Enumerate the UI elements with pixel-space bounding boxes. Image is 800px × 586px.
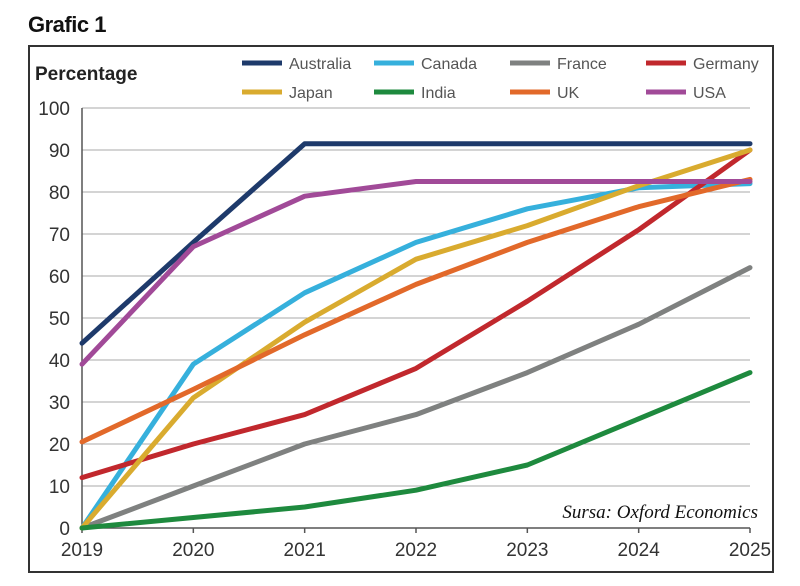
legend-label-canada: Canada	[421, 56, 477, 73]
series-line-japan	[79, 147, 753, 531]
x-tick-label: 2024	[618, 540, 661, 561]
y-axis-ticks: 0 10 20 30 40 50 60 70 80 90 100	[38, 99, 70, 540]
y-tick-label: 40	[49, 351, 70, 372]
y-tick-label: 20	[49, 435, 70, 456]
x-tick-label: 2021	[284, 540, 326, 561]
legend-label-germany: Germany	[693, 56, 759, 73]
figure-label: Grafic 1	[28, 12, 106, 37]
series-line-usa	[79, 179, 753, 367]
y-tick-label: 50	[49, 309, 70, 330]
y-tick-label: 90	[49, 141, 70, 162]
x-tick-label: 2019	[61, 540, 103, 561]
series-line-uk	[79, 176, 753, 445]
legend-label-india: India	[421, 85, 456, 102]
y-tick-label: 70	[49, 225, 70, 246]
legend-label-australia: Australia	[289, 56, 351, 73]
legend-label-france: France	[557, 56, 607, 73]
legend-label-usa: USA	[693, 85, 726, 102]
source-note: Sursa: Oxford Economics	[562, 502, 758, 523]
legend: Australia Canada France Germany Japan India UK…	[242, 56, 759, 102]
chart-frame	[28, 45, 774, 573]
x-tick-label: 2020	[172, 540, 214, 561]
y-tick-label: 60	[49, 267, 70, 288]
series-line-india	[79, 370, 753, 531]
x-tick-label: 2022	[395, 540, 437, 561]
y-tick-label: 80	[49, 183, 70, 204]
y-tick-label: 100	[38, 99, 70, 120]
legend-label-uk: UK	[557, 85, 580, 102]
legend-label-japan: Japan	[289, 85, 333, 102]
series-line-germany	[79, 147, 753, 481]
series-line-australia	[79, 141, 753, 346]
series-line-canada	[79, 181, 753, 531]
y-axis-label: Percentage	[35, 64, 137, 85]
x-tick-label: 2023	[506, 540, 548, 561]
y-tick-label: 0	[59, 519, 70, 540]
y-tick-label: 30	[49, 393, 70, 414]
x-tick-label: 2025	[729, 540, 771, 561]
series-line-france	[79, 265, 753, 531]
series-lines	[79, 141, 753, 531]
y-tick-label: 10	[49, 477, 70, 498]
x-axis-ticks: 2019 2020 2021 2022 2023 2024 2025	[61, 528, 771, 561]
